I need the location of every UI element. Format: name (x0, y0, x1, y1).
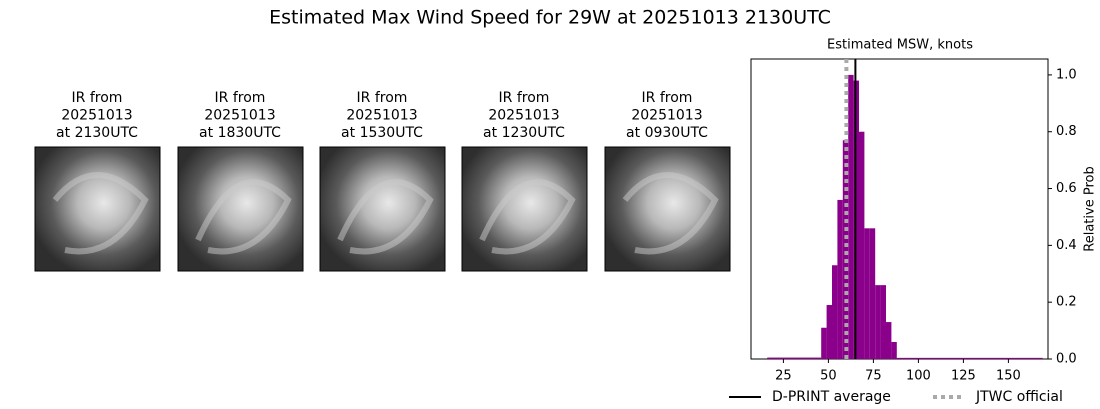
x-tick-label: 100 (906, 369, 931, 384)
y-tick-label: 0.4 (1056, 238, 1077, 253)
cloud-band (52, 172, 149, 255)
bar (864, 228, 870, 359)
bar (896, 357, 1043, 359)
x-tick-label: 125 (951, 369, 976, 384)
bar (842, 140, 849, 359)
bar (767, 357, 822, 359)
bar (832, 265, 838, 359)
panel-title: at 1830UTC (199, 125, 281, 141)
panel-title: 20251013 (488, 108, 559, 124)
bar (880, 285, 886, 359)
plot-frame (750, 58, 1049, 360)
y-tick-label: 0.6 (1056, 181, 1077, 196)
y-tick-label: 0.2 (1056, 295, 1077, 310)
panel-title: at 2130UTC (56, 125, 138, 141)
bar (848, 74, 854, 359)
panel-title: IR from (215, 90, 266, 106)
bar (859, 131, 865, 359)
x-tick-label: 50 (820, 369, 837, 384)
cloud-band (195, 179, 292, 255)
chart-title: Estimated MSW, knots (827, 38, 973, 53)
figure-title: Estimated Max Wind Speed for 29W at 2025… (269, 7, 831, 29)
bar (837, 199, 843, 359)
legend-label: JTWC official (975, 389, 1063, 405)
y-axis-label: Relative Prob (1083, 166, 1098, 251)
panel-title: 20251013 (346, 108, 417, 124)
panel-title: at 0930UTC (626, 125, 708, 141)
panel-title: 20251013 (61, 108, 132, 124)
panel-title: IR from (357, 90, 408, 106)
x-tick-label: 150 (996, 369, 1021, 384)
y-tick-label: 1.0 (1056, 67, 1077, 82)
panel-title: 20251013 (631, 108, 702, 124)
panel-title: IR from (499, 90, 550, 106)
bar (886, 322, 892, 359)
cloud-band (622, 172, 719, 255)
x-tick-label: 75 (865, 369, 882, 384)
panel-title: IR from (72, 90, 123, 106)
y-tick-label: 0.0 (1056, 352, 1077, 367)
legend-label: D-PRINT average (772, 389, 891, 405)
cloud-band (479, 179, 576, 255)
bar (821, 327, 827, 359)
cloud-band (337, 179, 434, 255)
panel-title: at 1230UTC (483, 125, 565, 141)
bar (891, 341, 897, 359)
panel-title: IR from (642, 90, 693, 106)
panel-title: 20251013 (204, 108, 275, 124)
bar (826, 305, 832, 359)
x-tick-label: 25 (775, 369, 792, 384)
y-tick-label: 0.8 (1056, 124, 1077, 139)
bar (875, 285, 881, 359)
panel-title: at 1530UTC (341, 125, 423, 141)
bar (869, 228, 876, 359)
